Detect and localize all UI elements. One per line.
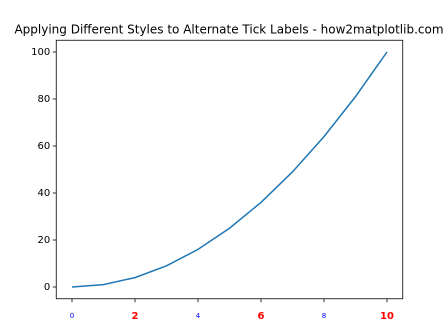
y-tick-label: 60 [38, 141, 51, 152]
y-tick-label: 0 [44, 282, 50, 293]
x-tick-label: 10 [380, 311, 394, 322]
x-tick-label: 8 [322, 312, 326, 320]
line [71, 51, 388, 288]
chart-title: Applying Different Styles to Alternate T… [14, 23, 443, 37]
y-tick-label: 40 [38, 188, 51, 199]
y-tick-label: 20 [38, 235, 51, 246]
y-tick-label: 100 [31, 47, 50, 58]
x-tick-label: 6 [258, 311, 265, 322]
axes-frame [55, 39, 404, 300]
x-tick-label: 0 [70, 312, 74, 320]
x-tick-label: 2 [132, 311, 139, 322]
x-tick-label: 4 [196, 312, 201, 320]
y-tick-label: 80 [38, 94, 51, 105]
